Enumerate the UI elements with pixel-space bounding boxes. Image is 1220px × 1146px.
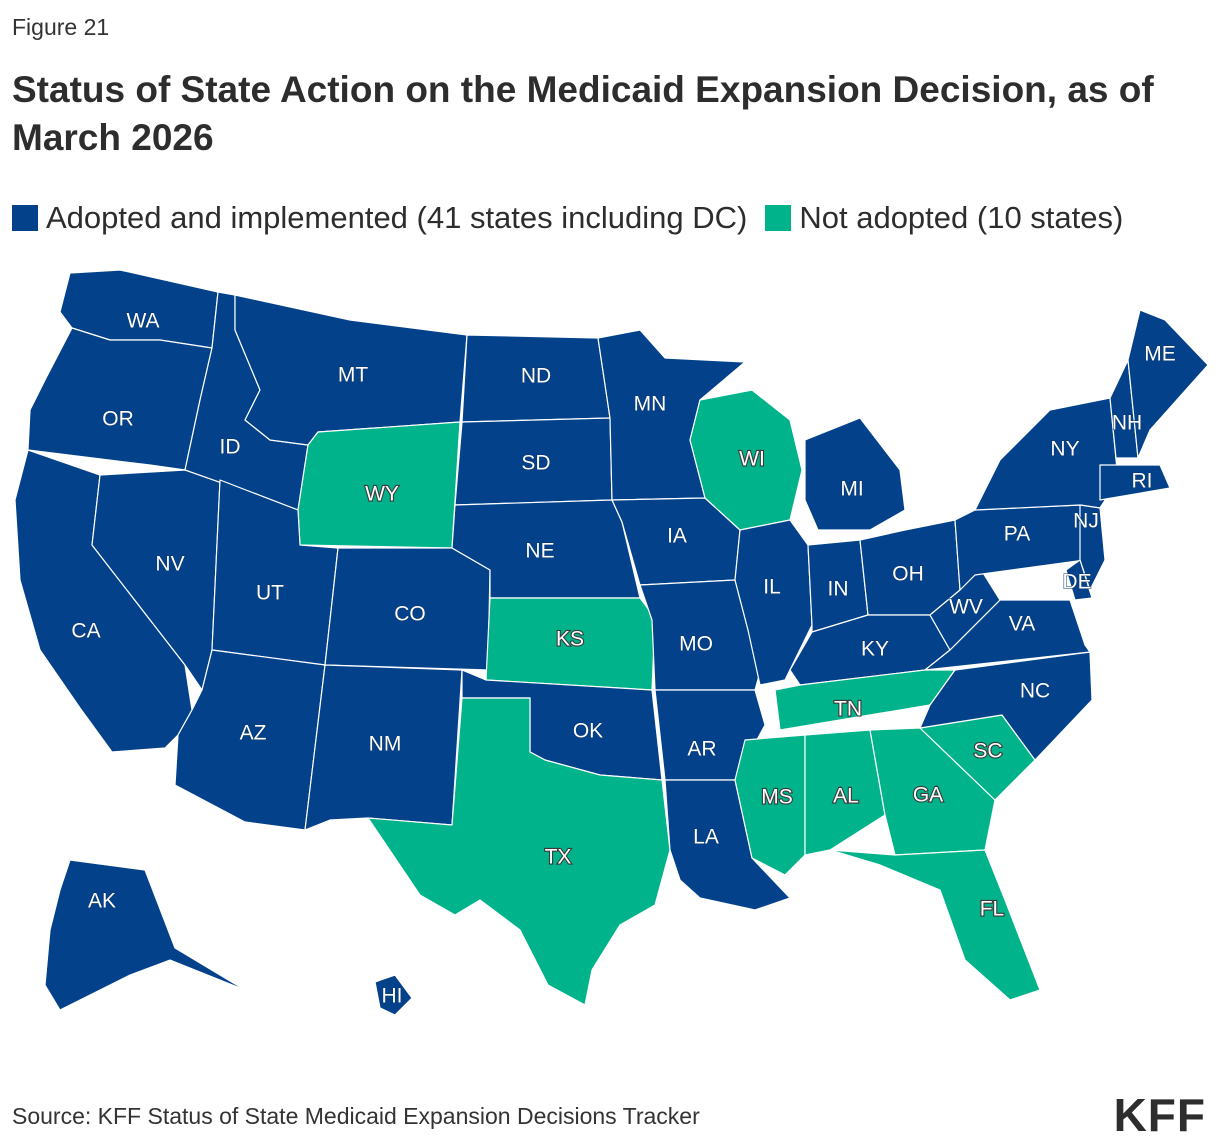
state-shape-de: [1065, 559, 1093, 601]
state-shape-me: [1127, 309, 1209, 459]
state-label-ny: NY: [1050, 438, 1079, 461]
state-label-pa: PA: [1004, 523, 1030, 546]
kff-logo: KFF: [1113, 1089, 1206, 1141]
state-label-wi: WI: [739, 448, 765, 471]
us-state-map: WA OR CA NV ID MT WY UT AZ CO NM ND SD NE KS OK TX MN IA MO…: [14, 269, 1209, 1016]
state-label-nc: NC: [1020, 680, 1050, 703]
state-label-or: OR: [102, 408, 134, 431]
state-label-ar: AR: [687, 738, 716, 761]
state-shape-ny: [974, 397, 1119, 511]
state-label-nj: NJ: [1073, 510, 1099, 533]
state-label-wv: WV: [949, 596, 983, 619]
state-label-hi: HI: [382, 985, 403, 1008]
state-shape-wv: [929, 559, 1001, 651]
state-shape-fl: [829, 849, 1041, 1001]
state-label-id: ID: [220, 436, 241, 459]
state-label-sc: SC: [973, 740, 1002, 763]
state-label-ia: IA: [667, 525, 687, 548]
state-label-ak: AK: [88, 890, 116, 913]
state-label-in: IN: [828, 578, 849, 601]
state-label-sd: SD: [521, 452, 550, 475]
state-shape-or: [27, 327, 213, 471]
state-shape-al: [804, 729, 886, 856]
state-label-co: CO: [394, 603, 426, 626]
state-label-il: IL: [763, 576, 781, 599]
state-label-mn: MN: [634, 393, 667, 416]
state-label-mi: MI: [840, 478, 863, 501]
state-shape-ak: [44, 859, 246, 1011]
legend: Adopted and implemented (41 states inclu…: [12, 200, 1141, 236]
state-shape-il: [734, 519, 813, 686]
figure-label: Figure 21: [12, 14, 110, 40]
legend-item-adopted: Adopted and implemented (41 states inclu…: [12, 200, 747, 236]
state-label-al: AL: [833, 785, 859, 808]
state-shape-nc: [919, 651, 1093, 761]
state-shape-wi: [689, 389, 803, 531]
state-label-oh: OH: [892, 563, 924, 586]
state-label-mo: MO: [679, 633, 713, 656]
state-label-nm: NM: [369, 733, 402, 756]
legend-swatch-not-adopted: [765, 205, 792, 231]
state-label-az: AZ: [240, 722, 267, 745]
state-label-ga: GA: [913, 784, 943, 807]
state-label-fl: FL: [980, 898, 1005, 921]
legend-label-adopted: Adopted and implemented (41 states inclu…: [46, 200, 748, 235]
state-shape-ri: [1099, 464, 1171, 501]
state-label-ca: CA: [71, 620, 100, 643]
state-label-wa: WA: [126, 310, 159, 333]
state-label-ne: NE: [525, 540, 554, 563]
source-note: Source: KFF Status of State Medicaid Exp…: [12, 1103, 700, 1129]
state-label-de: DE: [1062, 571, 1091, 594]
state-label-tx: TX: [545, 846, 572, 869]
state-shape-nj: [1079, 504, 1106, 591]
state-label-nh: NH: [1112, 412, 1142, 435]
legend-swatch-adopted: [12, 205, 38, 231]
state-label-va: VA: [1009, 613, 1035, 636]
state-shape-mi: [804, 417, 906, 531]
state-label-ms: MS: [761, 786, 793, 809]
state-label-ks: KS: [556, 628, 584, 651]
map-title: Status of State Action on the Medicaid E…: [12, 69, 1154, 158]
state-shape-hi: [374, 974, 413, 1016]
state-label-mt: MT: [338, 364, 368, 387]
legend-item-not-adopted: Not adopted (10 states): [765, 200, 1123, 236]
state-label-ut: UT: [256, 582, 284, 605]
state-label-wy: WY: [365, 483, 399, 506]
state-label-me: ME: [1144, 343, 1176, 366]
state-label-tn: TN: [834, 698, 862, 721]
state-label-nv: NV: [155, 553, 184, 576]
state-label-ky: KY: [861, 638, 889, 661]
state-label-la: LA: [693, 826, 719, 849]
state-label-ok: OK: [573, 720, 603, 743]
legend-label-not-adopted: Not adopted (10 states): [799, 200, 1124, 235]
state-shape-tx: [367, 697, 671, 1006]
state-label-nd: ND: [521, 365, 551, 388]
state-label-ri: RI: [1132, 470, 1153, 493]
